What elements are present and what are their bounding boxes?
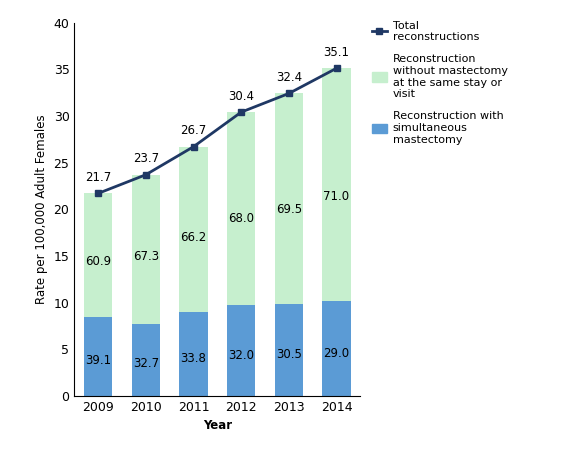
Text: 60.9: 60.9 <box>85 255 112 268</box>
Legend: Total
reconstructions, Reconstruction
without mastectomy
at the same stay or
vis: Total reconstructions, Reconstruction wi… <box>372 21 508 144</box>
Text: 30.5: 30.5 <box>276 348 302 361</box>
Bar <box>179 147 208 312</box>
Bar <box>132 175 160 324</box>
Bar <box>227 305 256 396</box>
Text: 67.3: 67.3 <box>133 250 159 263</box>
Bar <box>322 301 351 396</box>
Text: 32.4: 32.4 <box>276 71 302 84</box>
Bar <box>84 194 113 317</box>
Text: 33.8: 33.8 <box>181 351 206 364</box>
Bar <box>227 112 256 305</box>
Text: 68.0: 68.0 <box>228 212 254 225</box>
Text: 69.5: 69.5 <box>276 202 302 216</box>
Text: 66.2: 66.2 <box>180 231 206 244</box>
Text: 21.7: 21.7 <box>85 171 112 184</box>
Text: 32.0: 32.0 <box>228 349 254 362</box>
Text: 32.7: 32.7 <box>133 357 159 370</box>
Text: 26.7: 26.7 <box>180 124 206 137</box>
Text: 23.7: 23.7 <box>133 153 159 165</box>
Bar <box>275 304 303 396</box>
Text: 35.1: 35.1 <box>324 46 349 59</box>
Text: 39.1: 39.1 <box>85 354 112 367</box>
Bar <box>132 324 160 396</box>
Text: 71.0: 71.0 <box>323 190 349 203</box>
Text: 30.4: 30.4 <box>228 90 254 103</box>
X-axis label: Year: Year <box>203 419 232 432</box>
Bar <box>322 68 351 301</box>
Bar <box>179 312 208 396</box>
Bar <box>275 94 303 304</box>
Text: 29.0: 29.0 <box>323 346 349 360</box>
Y-axis label: Rate per 100,000 Adult Females: Rate per 100,000 Adult Females <box>35 114 48 304</box>
Bar <box>84 317 113 396</box>
